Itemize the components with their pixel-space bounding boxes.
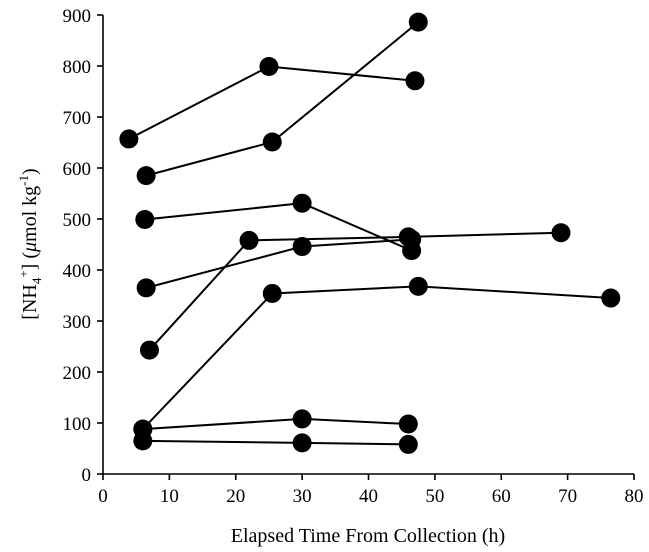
data-point bbox=[136, 278, 156, 298]
x-tick-label: 10 bbox=[160, 486, 179, 507]
data-point bbox=[551, 223, 571, 243]
x-ticks: 0 10 20 30 40 50 60 70 80 bbox=[98, 474, 644, 507]
y-axis-title-exponent: -1 bbox=[16, 175, 31, 186]
data-point bbox=[408, 276, 428, 296]
x-tick-label: 30 bbox=[293, 486, 312, 507]
x-tick-label: 50 bbox=[425, 486, 444, 507]
data-point bbox=[292, 193, 312, 213]
y-ticks: 0 100 200 300 400 500 600 700 800 900 bbox=[63, 6, 103, 486]
series-7 bbox=[133, 409, 418, 439]
y-tick-label: 400 bbox=[63, 261, 92, 282]
data-point bbox=[398, 414, 418, 434]
series-line bbox=[144, 202, 413, 252]
y-tick-label: 700 bbox=[63, 108, 92, 129]
data-point bbox=[292, 433, 312, 453]
data-point bbox=[135, 210, 155, 230]
data-point bbox=[408, 12, 428, 32]
series-2 bbox=[136, 12, 428, 186]
x-tick-label: 60 bbox=[492, 486, 511, 507]
x-tick-label: 70 bbox=[558, 486, 577, 507]
series-8 bbox=[133, 431, 418, 454]
data-point bbox=[239, 230, 259, 250]
series-line bbox=[145, 21, 419, 177]
series-line bbox=[142, 285, 611, 430]
data-point bbox=[259, 57, 279, 77]
y-axis-title-middle: ] ( bbox=[19, 252, 41, 271]
y-axis-title-mu: μ bbox=[19, 242, 41, 253]
x-axis-title: Elapsed Time From Collection (h) bbox=[231, 525, 505, 547]
x-tick-label: 40 bbox=[359, 486, 378, 507]
y-tick-label: 200 bbox=[63, 363, 92, 384]
data-point bbox=[119, 129, 139, 149]
y-axis-title-suffix: ) bbox=[19, 168, 41, 175]
data-point bbox=[133, 431, 153, 451]
axes bbox=[102, 15, 634, 475]
series-layer bbox=[119, 12, 621, 454]
data-point bbox=[262, 132, 282, 152]
x-tick-label: 20 bbox=[226, 486, 245, 507]
series-line bbox=[128, 65, 416, 140]
data-point bbox=[398, 227, 418, 247]
data-point bbox=[405, 71, 425, 91]
data-point bbox=[292, 409, 312, 429]
series-line bbox=[145, 238, 412, 289]
series-line bbox=[148, 231, 562, 351]
data-point bbox=[136, 166, 156, 186]
series-line bbox=[142, 417, 409, 431]
y-tick-label: 600 bbox=[63, 159, 92, 180]
series-3 bbox=[135, 193, 422, 261]
y-tick-label: 0 bbox=[82, 465, 92, 486]
data-point bbox=[398, 434, 418, 454]
y-tick-label: 900 bbox=[63, 6, 92, 27]
series-6 bbox=[133, 276, 621, 439]
x-tick-label: 80 bbox=[625, 486, 644, 507]
y-axis-title-superscript: + bbox=[16, 270, 31, 277]
y-tick-label: 100 bbox=[63, 414, 92, 435]
x-tick-label: 0 bbox=[98, 486, 108, 507]
data-point bbox=[139, 340, 159, 360]
data-point bbox=[262, 283, 282, 303]
y-tick-label: 800 bbox=[63, 57, 92, 78]
data-point bbox=[292, 237, 312, 257]
y-axis-title: [NH4+] (μmol kg-1) bbox=[16, 168, 44, 319]
series-1 bbox=[119, 57, 425, 149]
data-point bbox=[601, 288, 621, 308]
y-tick-label: 300 bbox=[63, 312, 92, 333]
series-line bbox=[142, 439, 409, 446]
y-axis-title-subscript: 4 bbox=[29, 277, 44, 284]
y-axis-title-prefix: [NH bbox=[19, 284, 41, 320]
y-tick-label: 500 bbox=[63, 210, 92, 231]
y-axis-title-unit: mol kg bbox=[19, 186, 41, 242]
series-5 bbox=[139, 223, 571, 360]
